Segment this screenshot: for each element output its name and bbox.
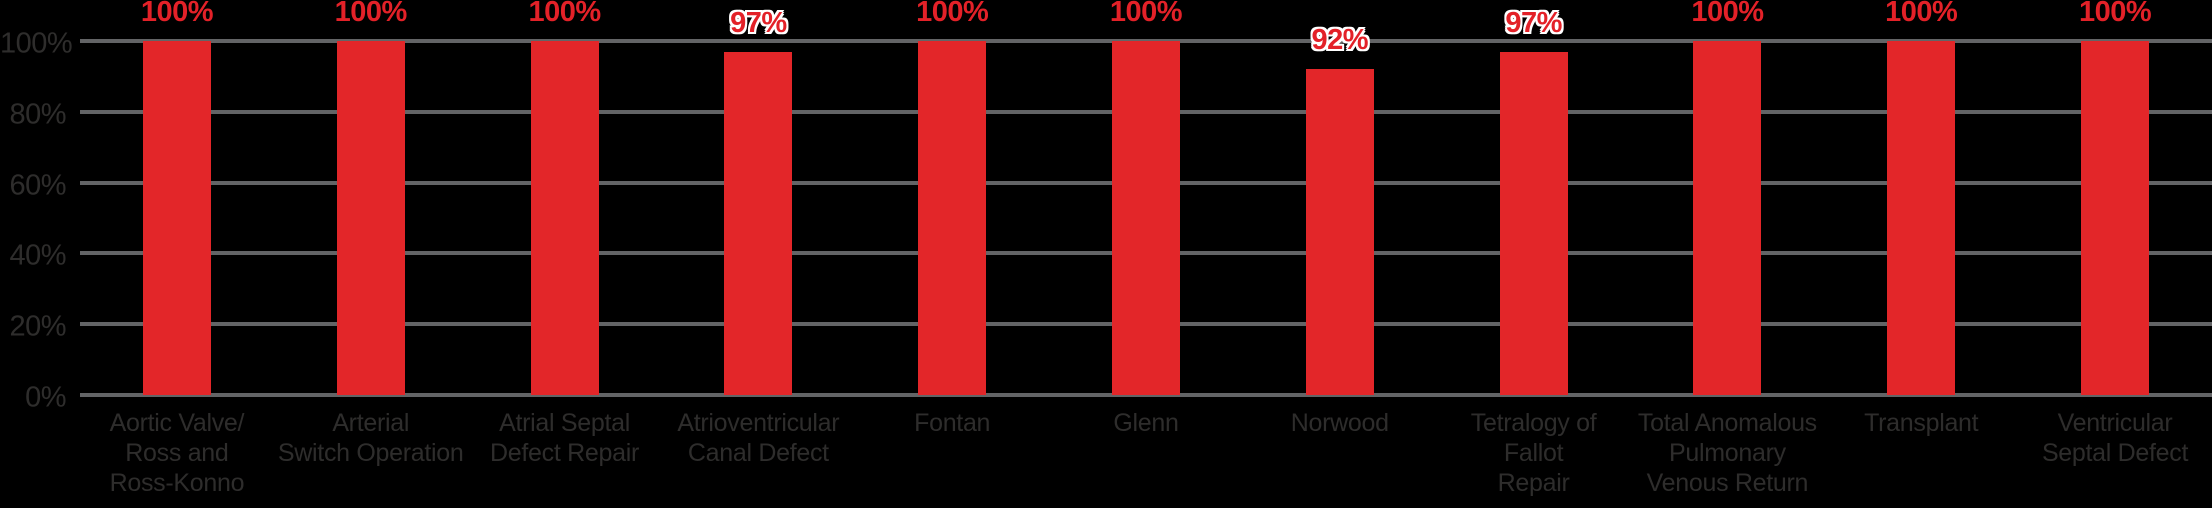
bar (530, 41, 599, 395)
bar-slot: 100% (80, 0, 274, 395)
bar (918, 41, 987, 395)
category-label: Norwood (1290, 409, 1389, 437)
gridline (80, 393, 2212, 397)
bar-slot: 97% (1437, 7, 1631, 395)
bar-slot: 100% (1631, 0, 1825, 395)
bar-slot: 100% (855, 0, 1049, 395)
bar (142, 41, 211, 395)
bar-slot: 92% (1243, 24, 1437, 395)
y-axis-tick-label: 60% (9, 169, 66, 202)
bar (724, 51, 793, 395)
bar (336, 41, 405, 395)
bar-value-label: 100% (1109, 0, 1183, 28)
bar (1693, 41, 1762, 395)
y-axis-tick-label: 100% (0, 27, 73, 60)
bar-slot: 100% (1049, 0, 1243, 395)
category-label: Transplant (1864, 409, 1979, 437)
bar-slot: 100% (2018, 0, 2212, 395)
category-label: Aortic Valve/ Ross and Ross-Konno (109, 409, 245, 497)
category-label: Tetralogy of Fallot Repair (1470, 409, 1597, 497)
bar-value-label: 97% (1505, 6, 1562, 39)
category-label: Total Anomalous Pulmonary Venous Return (1637, 409, 1817, 497)
category-label: Fontan (914, 409, 991, 437)
plot-area: 100% 100% 100% 97% 100% 100% 92% 97% 100% 100% 100… (80, 0, 2212, 395)
bar-value-label: 100% (1691, 0, 1764, 28)
y-axis-tick-label: 40% (9, 239, 66, 272)
category-axis: Aortic Valve/ Ross and Ross-Konno Arteria… (80, 408, 2212, 498)
bar-value-label: 100% (528, 0, 601, 28)
bar (1305, 69, 1374, 395)
bar (1111, 41, 1180, 395)
y-axis-tick-label: 0% (25, 381, 66, 414)
bar-slot: 100% (274, 0, 468, 395)
bar-slot: 97% (661, 7, 855, 395)
bar-value-label: 92% (1311, 24, 1369, 57)
y-axis-tick-label: 80% (9, 98, 66, 131)
bar (1499, 51, 1568, 395)
bar-value-label: 100% (334, 0, 408, 28)
bar-slot: 100% (1824, 0, 2018, 395)
category-label: Arterial Switch Operation (277, 409, 464, 467)
bar (2081, 41, 2150, 395)
bar-value-label: 100% (916, 0, 989, 28)
category-label: Ventricular Septal Defect (2041, 409, 2189, 467)
category-label: Atrioventricular Canal Defect (677, 409, 840, 467)
bar-value-label: 100% (1885, 0, 1958, 28)
bar-slot: 100% (468, 0, 662, 395)
y-axis-tick-label: 20% (9, 310, 66, 343)
bar (1887, 41, 1956, 395)
category-label: Glenn (1113, 409, 1179, 437)
bar-value-label: 100% (140, 0, 214, 28)
bar-value-label: 100% (2078, 0, 2152, 28)
category-label: Atrial Septal Defect Repair (490, 409, 639, 467)
bar-value-label: 97% (730, 6, 787, 39)
